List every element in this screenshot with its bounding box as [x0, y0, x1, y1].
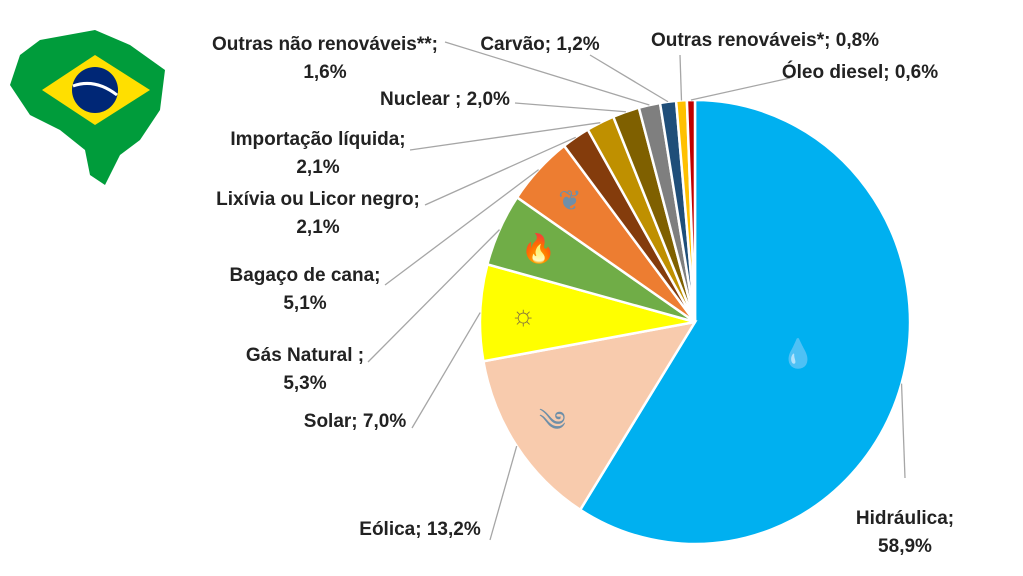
label-category: Lixívia ou Licor negro; — [216, 189, 420, 210]
label-value: 5,3% — [283, 373, 327, 394]
label-category: Importação líquida; — [230, 129, 406, 150]
data-label: Carvão; 1,2% — [480, 31, 599, 59]
label-value: 13,2% — [426, 519, 481, 540]
label-value: 7,0% — [362, 411, 407, 432]
data-label: Outras renováveis*; 0,8% — [651, 27, 879, 55]
label-category: Carvão; — [480, 34, 552, 55]
label-category: Hidráulica; — [855, 508, 955, 529]
label-value: 2,1% — [296, 157, 340, 178]
label-category: Solar; — [303, 411, 358, 432]
leader-line — [514, 102, 626, 113]
data-label: Lixívia ou Licor negro; 2,1% — [216, 186, 420, 242]
label-category: Outras renováveis*; — [650, 30, 831, 51]
data-label: Eólica; 13,2% — [359, 516, 480, 544]
leader-line — [900, 383, 906, 479]
label-value: 1,6% — [303, 62, 347, 83]
flame-icon: 🔥 — [521, 232, 556, 265]
data-label: Hidráulica; 58,9% — [856, 505, 954, 561]
label-category: Eólica; — [359, 519, 422, 540]
label-value: 1,2% — [556, 34, 600, 55]
label-category: Óleo diesel; — [781, 62, 890, 83]
data-label: Óleo diesel; 0,6% — [782, 59, 938, 87]
pie-slice — [685, 98, 697, 323]
leader-line — [424, 136, 576, 206]
brazil-map-flag-icon — [10, 30, 165, 185]
label-category: Gás Natural ; — [245, 345, 365, 366]
sun-icon: ☼ — [510, 299, 536, 330]
leader-line — [384, 169, 540, 286]
data-label: Nuclear ; 2,0% — [380, 86, 510, 114]
leader-line — [409, 122, 601, 151]
data-label: Gás Natural ; 5,3% — [246, 342, 364, 398]
label-value: 2,1% — [296, 217, 340, 238]
leader-line — [690, 77, 791, 101]
leader-line — [679, 54, 683, 101]
label-value: 2,0% — [466, 89, 510, 110]
label-value: 0,6% — [894, 62, 939, 83]
data-label: Importação líquida; 2,1% — [230, 126, 405, 182]
leader-line — [367, 229, 500, 363]
label-category: Outras não renováveis**; — [212, 34, 438, 55]
wind-icon: ༄ — [539, 406, 566, 437]
pie-slice — [481, 320, 698, 512]
data-label: Solar; 7,0% — [304, 408, 406, 436]
label-value: 5,1% — [283, 293, 327, 314]
label-category: Nuclear ; — [380, 89, 462, 110]
label-value: 58,9% — [878, 536, 932, 557]
leader-line — [411, 312, 481, 429]
data-label: Outras não renováveis**; 1,6% — [212, 31, 438, 87]
leader-line — [444, 41, 650, 106]
data-label: Bagaço de cana; 5,1% — [230, 262, 381, 318]
sugarcane-icon: ❦ — [558, 185, 581, 216]
water-drop-icon: 💧 — [781, 337, 816, 370]
label-category: Bagaço de cana; — [229, 265, 381, 286]
leader-line — [589, 54, 669, 103]
label-value: 0,8% — [835, 30, 880, 51]
leader-line — [489, 445, 518, 541]
pie-slice — [578, 98, 912, 546]
